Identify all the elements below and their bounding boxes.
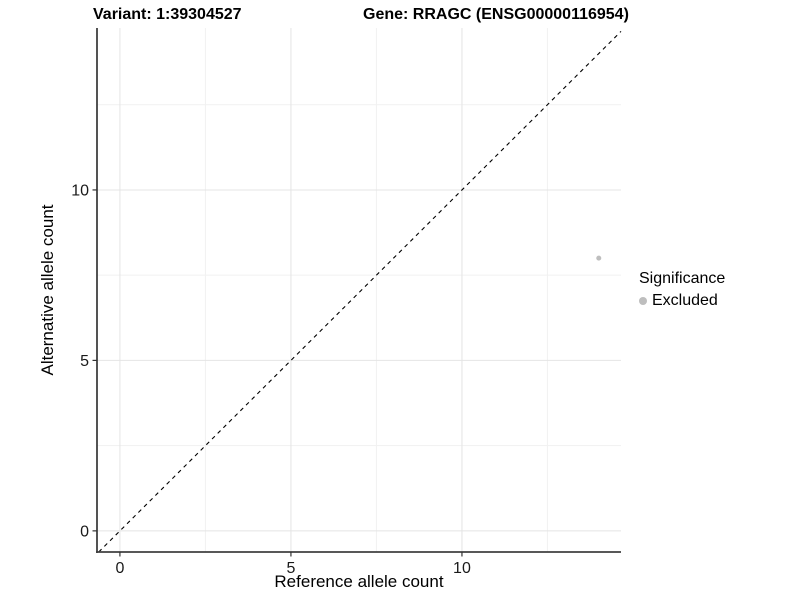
plot-title-variant: Variant: 1:39304527 bbox=[93, 6, 242, 23]
x-tick-label: 0 bbox=[115, 560, 124, 577]
legend: Significance Excluded bbox=[639, 269, 725, 310]
legend-item-label: Excluded bbox=[652, 292, 718, 309]
x-tick-label: 5 bbox=[286, 560, 295, 577]
y-tick-label: 0 bbox=[80, 523, 89, 540]
x-axis-label: Reference allele count bbox=[274, 572, 444, 591]
x-tick-label: 10 bbox=[453, 560, 471, 577]
data-point bbox=[596, 255, 602, 261]
legend-key-dot bbox=[639, 297, 647, 305]
legend-item-excluded: Excluded bbox=[639, 292, 725, 310]
plot-title-gene: Gene: RRAGC (ENSG00000116954) bbox=[363, 6, 629, 23]
y-axis-label: Alternative allele count bbox=[38, 204, 57, 376]
identity-line bbox=[98, 31, 622, 553]
legend-title: Significance bbox=[639, 270, 726, 287]
y-tick-label: 5 bbox=[80, 353, 89, 370]
y-tick-label: 10 bbox=[71, 183, 89, 200]
